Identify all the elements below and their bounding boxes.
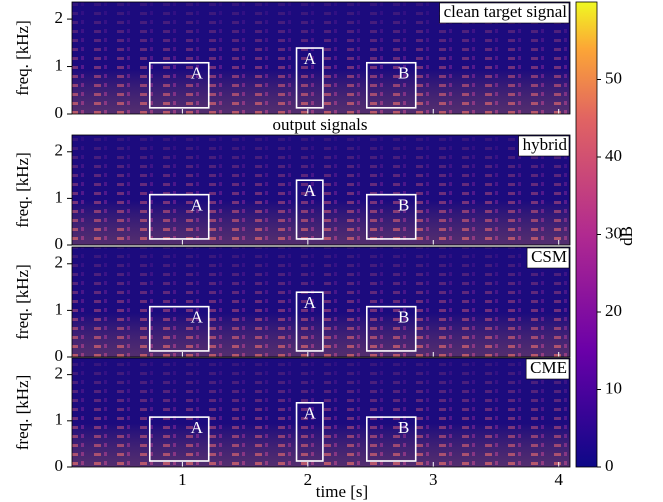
box-label: A (191, 418, 204, 437)
y-tick-label: 1 (55, 55, 64, 74)
box-label: B (398, 196, 409, 215)
y-axis-label: freq. [kHz] (13, 152, 32, 228)
colorbar-tick-label: 20 (605, 301, 622, 320)
y-tick-label: 2 (55, 364, 64, 383)
colorbar-tick-label: 0 (605, 456, 614, 475)
y-tick-label: 0 (55, 346, 64, 365)
box-label: B (398, 308, 409, 327)
colorbar (576, 2, 597, 467)
box-label: A (191, 64, 204, 83)
y-tick-label: 1 (55, 187, 64, 206)
y-tick-label: 0 (55, 456, 64, 475)
x-tick-label: 3 (429, 470, 438, 489)
y-tick-label: 2 (55, 141, 64, 160)
x-tick-label: 4 (554, 470, 563, 489)
y-axis-label: freq. [kHz] (13, 264, 32, 340)
spectrogram-shade (72, 135, 570, 245)
y-axis-label: freq. [kHz] (13, 375, 32, 451)
panel-label: CME (530, 358, 567, 377)
x-tick-label: 1 (178, 470, 187, 489)
box-label: A (304, 404, 317, 423)
colorbar-tick-label: 40 (605, 146, 622, 165)
y-tick-label: 0 (55, 234, 64, 253)
box-label: A (304, 181, 317, 200)
panel-label: CSM (531, 247, 567, 266)
y-tick-label: 0 (55, 103, 64, 122)
colorbar-label: dB (617, 226, 636, 246)
colorbar-tick-label: 50 (605, 68, 622, 87)
box-label: B (398, 418, 409, 437)
x-tick-label: 2 (304, 470, 313, 489)
y-tick-label: 1 (55, 299, 64, 318)
y-tick-label: 2 (55, 8, 64, 27)
spectrogram-shade (72, 247, 570, 357)
panel-label: hybrid (523, 135, 568, 154)
box-label: A (304, 293, 317, 312)
box-label: A (191, 196, 204, 215)
box-label: B (398, 64, 409, 83)
colorbar-tick-label: 10 (605, 378, 622, 397)
x-axis-label: time [s] (316, 482, 368, 501)
y-axis-label: freq. [kHz] (13, 20, 32, 96)
spectrogram-shade (72, 358, 570, 467)
subtitle: output signals (273, 115, 368, 134)
y-tick-label: 2 (55, 253, 64, 272)
y-tick-label: 1 (55, 410, 64, 429)
box-label: A (191, 308, 204, 327)
box-label: A (304, 49, 317, 68)
panel-label: clean target signal (444, 2, 568, 21)
figure: output signals time [s] 0 1 2 freq. [kHz] A A… (0, 0, 663, 502)
